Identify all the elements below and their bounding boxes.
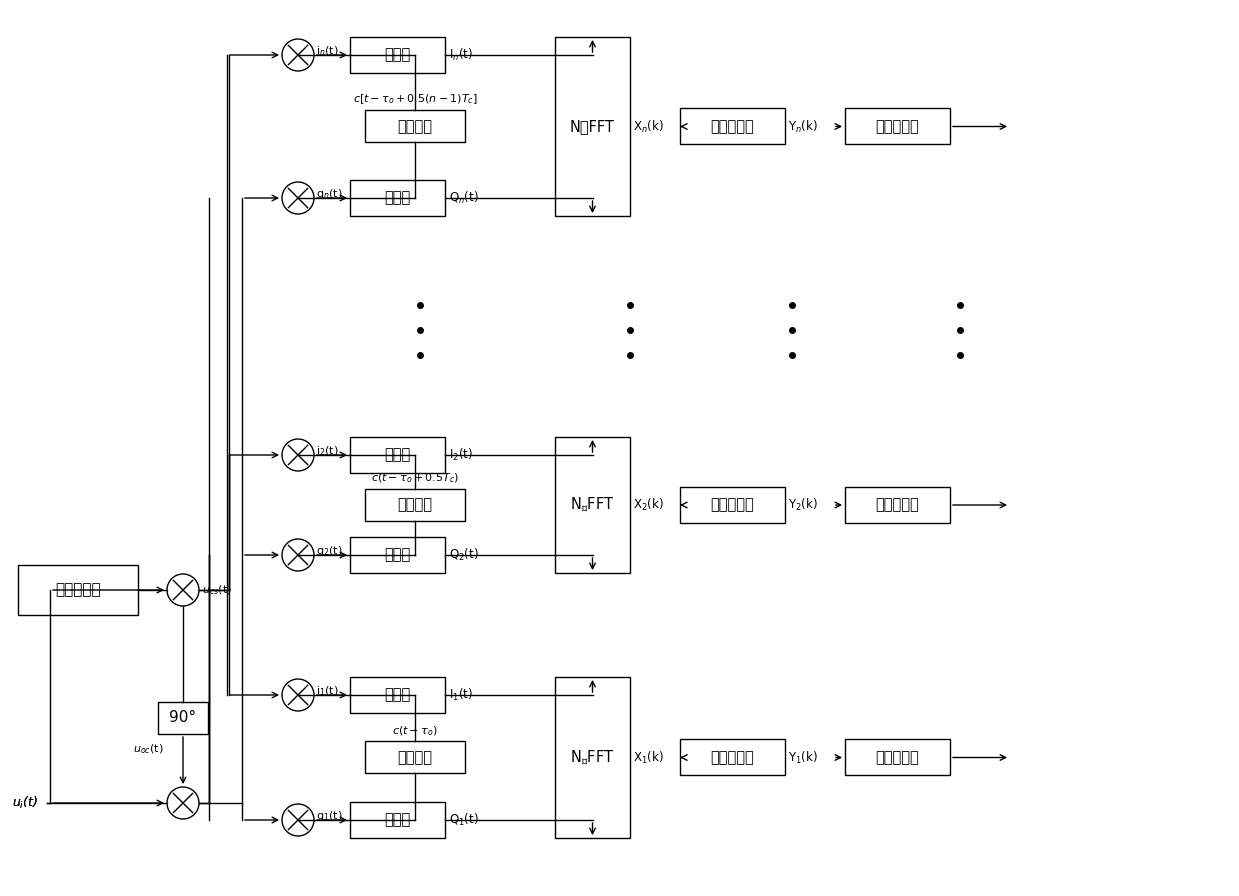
Bar	[349, 537, 445, 573]
Bar	[680, 487, 786, 523]
Circle shape	[282, 439, 313, 471]
Circle shape	[282, 182, 313, 214]
Text: $c(t-\tau_o+0.5T_c)$: $c(t-\tau_o+0.5T_c)$	[370, 471, 460, 485]
Bar	[159, 702, 208, 734]
Circle shape	[282, 804, 313, 836]
Text: 积分器: 积分器	[384, 191, 410, 205]
Text: Y$_1$(k): Y$_1$(k)	[788, 749, 818, 765]
Bar	[349, 437, 445, 473]
Bar	[349, 37, 445, 73]
Text: Q$_1$(t): Q$_1$(t)	[449, 812, 478, 828]
Text: i$_1$(t): i$_1$(t)	[316, 685, 338, 698]
Text: $u_i$(t): $u_i$(t)	[12, 795, 38, 811]
Bar	[349, 802, 445, 838]
Text: X$_1$(k): X$_1$(k)	[633, 749, 664, 765]
Bar	[366, 489, 465, 521]
Bar	[19, 565, 138, 615]
Text: 积分器: 积分器	[384, 813, 410, 828]
Text: 非相干累积: 非相干累积	[711, 119, 755, 134]
Text: 与峰值比较: 与峰值比较	[876, 497, 919, 513]
Circle shape	[282, 39, 313, 71]
Text: N$_点$FFT: N$_点$FFT	[570, 495, 615, 514]
Text: Y$_n$(k): Y$_n$(k)	[788, 118, 818, 134]
Text: Q$_n$(t): Q$_n$(t)	[449, 190, 478, 206]
Text: Q$_2$(t): Q$_2$(t)	[449, 547, 478, 563]
Text: 积分器: 积分器	[384, 687, 410, 702]
Text: 非相干累积: 非相干累积	[711, 497, 755, 513]
Text: $c[t-\tau_o+0.5(n-1)T_c]$: $c[t-\tau_o+0.5(n-1)T_c]$	[353, 92, 477, 107]
Text: I$_n$(t): I$_n$(t)	[449, 47, 473, 63]
Bar	[845, 108, 950, 144]
Bar	[555, 437, 629, 573]
Bar	[366, 742, 465, 773]
Text: I$_1$(t): I$_1$(t)	[449, 687, 473, 703]
Text: 积分器: 积分器	[384, 547, 410, 563]
Text: i$_n$(t): i$_n$(t)	[316, 45, 338, 58]
Text: $c(t-\tau_o)$: $c(t-\tau_o)$	[393, 724, 437, 737]
Circle shape	[167, 787, 199, 819]
Text: X$_2$(k): X$_2$(k)	[633, 497, 664, 513]
Text: $u_i$(t): $u_i$(t)	[12, 795, 38, 811]
Bar	[349, 180, 445, 216]
Text: X$_n$(k): X$_n$(k)	[633, 118, 664, 134]
Text: i$_2$(t): i$_2$(t)	[316, 444, 338, 458]
Text: 码发生器: 码发生器	[398, 497, 432, 513]
Text: $u_{cs}$(t): $u_{cs}$(t)	[202, 583, 232, 597]
Text: $u_{oc}$(t): $u_{oc}$(t)	[134, 742, 164, 755]
Text: Y$_2$(k): Y$_2$(k)	[788, 497, 818, 513]
Bar	[845, 487, 950, 523]
Text: 与峰值比较: 与峰值比较	[876, 119, 919, 134]
Bar	[555, 677, 629, 838]
Text: 积分器: 积分器	[384, 47, 410, 63]
Text: N点FFT: N点FFT	[570, 119, 615, 134]
Text: 积分器: 积分器	[384, 447, 410, 462]
Text: 码发生器: 码发生器	[398, 750, 432, 765]
Text: N$_点$FFT: N$_点$FFT	[570, 748, 615, 767]
Text: q$_2$(t): q$_2$(t)	[316, 544, 342, 558]
Text: 90°: 90°	[170, 711, 197, 726]
Bar	[845, 739, 950, 776]
Bar	[555, 37, 629, 216]
Text: q$_1$(t): q$_1$(t)	[316, 809, 342, 823]
Circle shape	[282, 539, 313, 571]
Bar	[680, 739, 786, 776]
Text: q$_n$(t): q$_n$(t)	[316, 187, 342, 201]
Text: I$_2$(t): I$_2$(t)	[449, 447, 473, 463]
Text: 压控振荡器: 压控振荡器	[56, 582, 100, 598]
Circle shape	[282, 679, 313, 711]
Circle shape	[167, 574, 199, 606]
Bar	[680, 108, 786, 144]
Text: 码发生器: 码发生器	[398, 119, 432, 134]
Text: 非相干累积: 非相干累积	[711, 750, 755, 765]
Bar	[366, 110, 465, 142]
Bar	[349, 677, 445, 713]
Text: 与峰值比较: 与峰值比较	[876, 750, 919, 765]
